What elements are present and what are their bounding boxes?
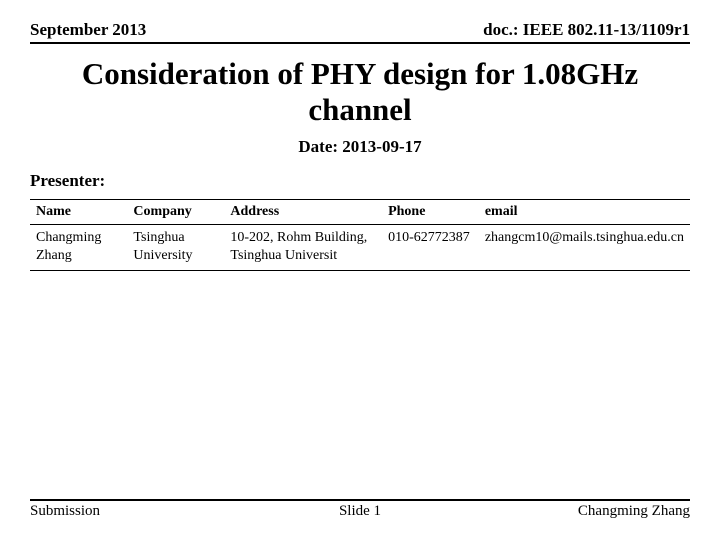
table-header-row: Name Company Address Phone email <box>30 200 690 225</box>
header-doc-id: doc.: IEEE 802.11-13/1109r1 <box>483 20 690 40</box>
cell-address: 10-202, Rohm Building, Tsinghua Universi… <box>224 225 382 270</box>
footer-center: Slide 1 <box>250 503 470 520</box>
presenter-label: Presenter: <box>30 171 690 191</box>
table-row: Changming Zhang Tsinghua University 10-2… <box>30 225 690 270</box>
presenter-table: Name Company Address Phone email Changmi… <box>30 199 690 270</box>
cell-email: zhangcm10@mails.tsinghua.edu.cn <box>479 225 690 270</box>
col-header-name: Name <box>30 200 127 225</box>
col-header-address: Address <box>224 200 382 225</box>
col-header-company: Company <box>127 200 224 225</box>
header-row: September 2013 doc.: IEEE 802.11-13/1109… <box>30 20 690 44</box>
cell-company: Tsinghua University <box>127 225 224 270</box>
footer-left: Submission <box>30 503 250 520</box>
date-line: Date: 2013-09-17 <box>30 137 690 157</box>
col-header-email: email <box>479 200 690 225</box>
cell-name: Changming Zhang <box>30 225 127 270</box>
main-title: Consideration of PHY design for 1.08GHz … <box>30 56 690 127</box>
footer-row: Submission Slide 1 Changming Zhang <box>30 499 690 520</box>
cell-phone: 010-62772387 <box>382 225 479 270</box>
col-header-phone: Phone <box>382 200 479 225</box>
footer-right: Changming Zhang <box>470 503 690 520</box>
header-date: September 2013 <box>30 20 146 40</box>
